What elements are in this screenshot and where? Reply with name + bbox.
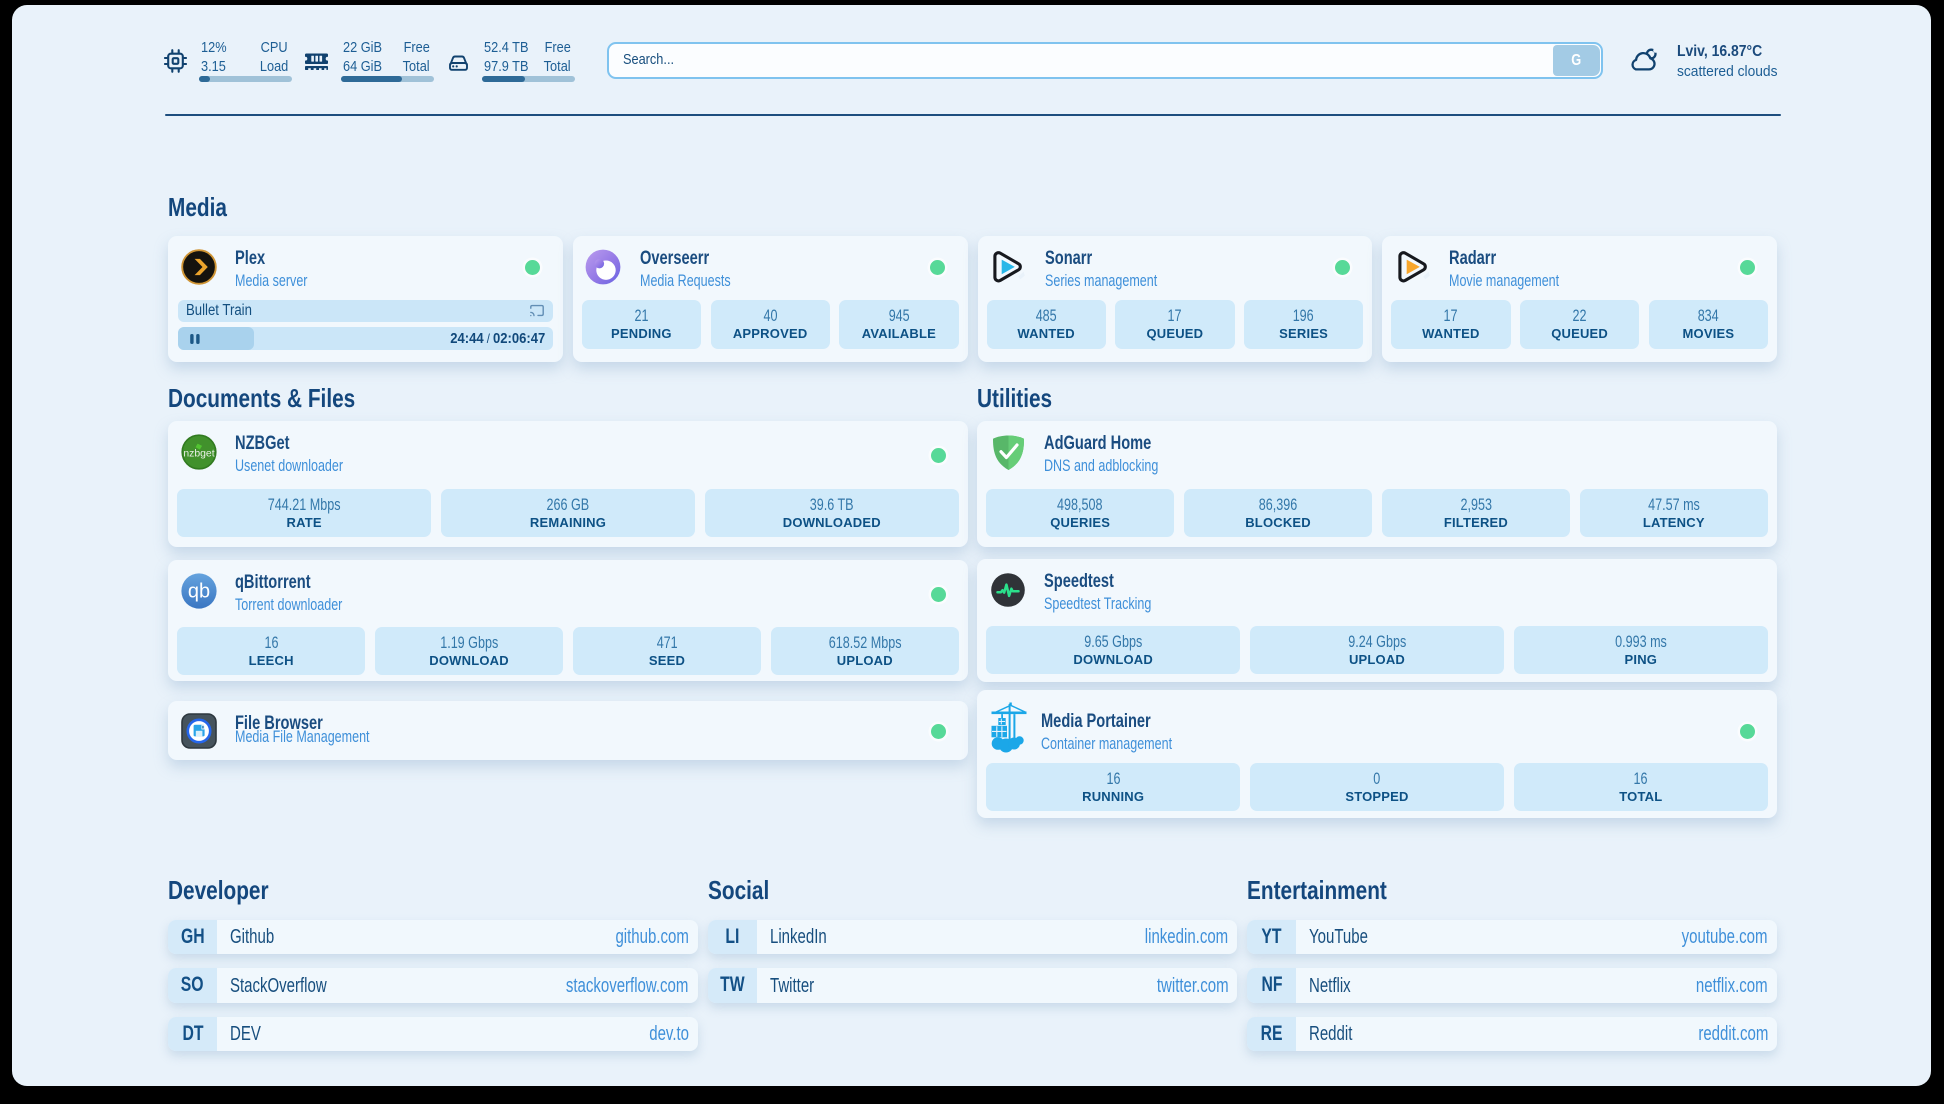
svg-text:qb: qb [187, 581, 209, 603]
svg-text:nzbget: nzbget [183, 448, 214, 459]
